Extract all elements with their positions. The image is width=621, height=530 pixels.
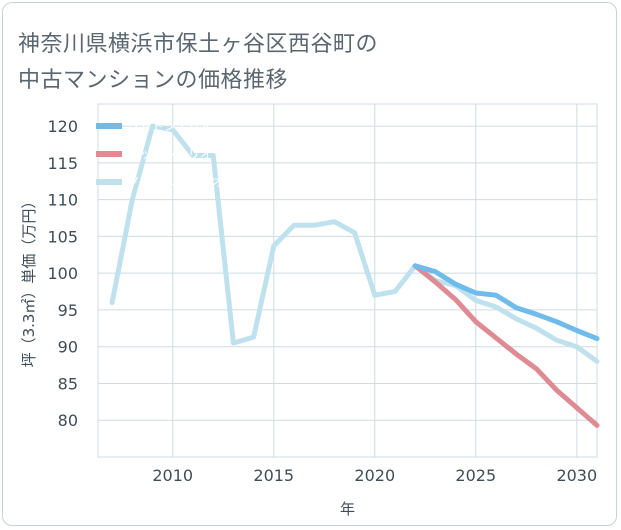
y-tick-label: 90 [58, 338, 78, 357]
chart-title: 神奈川県横浜市保土ヶ谷区西谷町の 中古マンションの価格推移 [18, 27, 578, 99]
chart-title-line2: 中古マンションの価格推移 [18, 67, 289, 93]
y-tick-labels: 80 85 90 95 100 105 110 115 120 [47, 117, 78, 430]
y-tick-label: 105 [47, 227, 78, 246]
x-tick-label: 2025 [455, 466, 496, 485]
y-tick-label: 100 [47, 264, 78, 283]
chart-frame [2, 2, 617, 526]
y-tick-label: 115 [47, 154, 78, 173]
x-tick-labels: 2010 2015 2020 2025 2030 [152, 466, 597, 485]
x-tick-label: 2010 [152, 466, 193, 485]
series-line [412, 263, 600, 428]
grid [97, 103, 598, 458]
series-lines [109, 123, 600, 428]
series-line [109, 123, 600, 364]
y-tick-label: 120 [47, 117, 78, 136]
chart-title-line1: 神奈川県横浜市保土ヶ谷区西谷町の [18, 31, 379, 57]
legend-label: グッドシナリオ [128, 119, 212, 133]
x-tick-label: 2020 [354, 466, 395, 485]
x-axis-label: 年 [340, 500, 355, 518]
x-tick-label: 2030 [556, 466, 597, 485]
legend-label: バッドシナリオ [128, 147, 212, 161]
y-tick-label: 95 [58, 301, 78, 320]
y-axis-label: 坪（3.3㎡）単価（万円） [20, 194, 38, 368]
legend-label: ノーマルシナリオ [128, 175, 224, 189]
x-tick-label: 2015 [253, 466, 294, 485]
y-tick-label: 85 [58, 374, 78, 393]
y-tick-label: 110 [47, 191, 78, 210]
plot-border [97, 103, 598, 458]
series-line [412, 263, 600, 342]
y-tick-label: 80 [58, 411, 78, 430]
